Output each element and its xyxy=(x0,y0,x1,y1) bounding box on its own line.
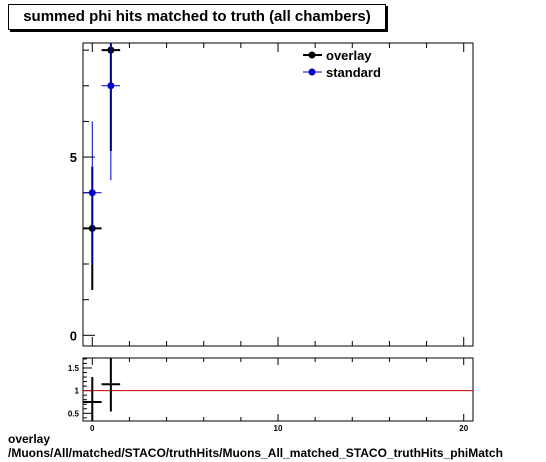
chart-title-box: summed phi hits matched to truth (all ch… xyxy=(8,4,386,30)
legend-marker-overlay xyxy=(308,51,316,59)
series-standard xyxy=(83,43,121,265)
standard-point xyxy=(107,82,115,90)
footer-line-2: /Muons/All/matched/STACO/truthHits/Muons… xyxy=(8,446,503,460)
ratio-plot-frame xyxy=(82,357,474,422)
ratio-x-tick-label: 10 xyxy=(274,424,283,433)
legend-marker-standard xyxy=(308,68,316,76)
ratio-y-tick-label: 1 xyxy=(75,387,80,396)
main-plot-frame xyxy=(82,42,474,347)
ratio-y-tick-label: 1.5 xyxy=(68,364,80,373)
legend-label-overlay: overlay xyxy=(326,48,372,63)
histogram-path-label: overlay /Muons/All/matched/STACO/truthHi… xyxy=(8,432,503,460)
chart-title: summed phi hits matched to truth (all ch… xyxy=(23,8,371,25)
main-y-tick-label: 0 xyxy=(70,328,77,343)
legend-label-standard: standard xyxy=(326,65,381,80)
main-y-tick-label: 5 xyxy=(70,150,77,165)
ratio-y-tick-label: 0.5 xyxy=(68,409,80,418)
standard-point xyxy=(88,189,96,197)
series-overlay xyxy=(83,43,121,291)
ratio-x-tick-label: 0 xyxy=(90,424,95,433)
footer-line-1: overlay xyxy=(8,432,51,446)
ratio-x-tick-label: 20 xyxy=(459,424,468,433)
